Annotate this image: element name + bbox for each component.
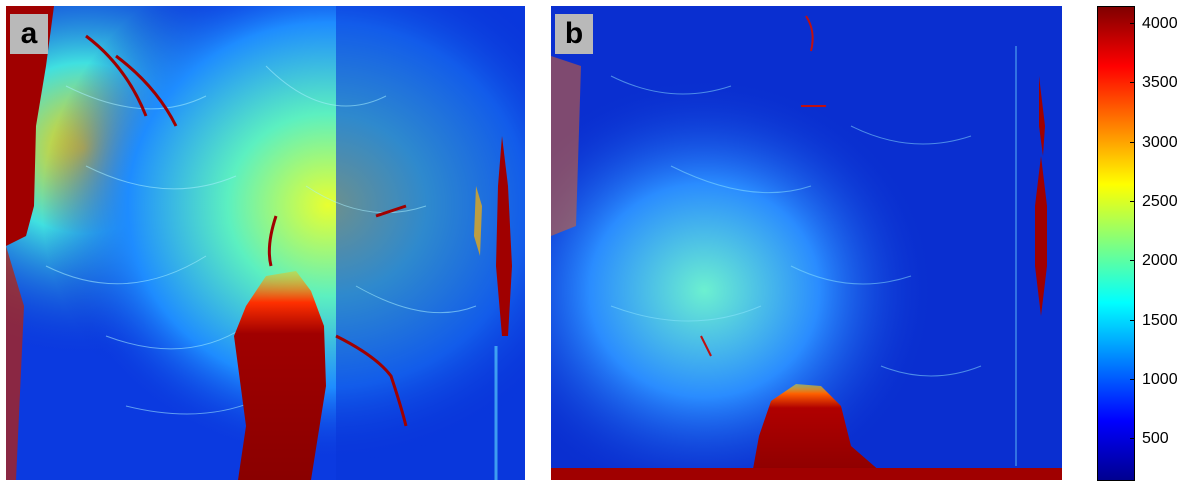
heatmap-image-b [551,6,1062,480]
colorbar-tick: 2500 [1130,192,1195,211]
colorbar-tick: 3000 [1130,133,1195,152]
colorbar-tick-mark [1130,438,1135,440]
colorbar-tick-mark [1130,141,1135,143]
colorbar-tick-mark [1130,200,1135,202]
colorbar-tick-mark [1130,22,1135,24]
colorbar-tick-label: 500 [1142,430,1169,448]
panel-label-a: a [10,14,48,54]
colorbar-tick-mark [1130,260,1135,262]
colorbar [1097,6,1135,481]
colorbar-tick: 1500 [1130,311,1195,330]
colorbar-tick-label: 2000 [1142,252,1178,270]
colorbar-tick: 4000 [1130,14,1195,33]
colorbar-tick: 500 [1130,430,1195,448]
colorbar-tick: 2000 [1130,252,1195,270]
colorbar-tick-label: 3500 [1142,74,1178,92]
colorbar-tick-label: 2500 [1142,192,1178,210]
colorbar-tick-mark [1130,319,1135,321]
panel-label-b: b [555,14,593,54]
colorbar-tick-label: 4000 [1142,14,1178,32]
colorbar-tick-label: 1500 [1142,311,1178,329]
colorbar-tick-mark [1130,379,1135,381]
colorbar-ticks: 4000 3500 3000 2500 2000 1500 1000 500 [1130,6,1195,481]
colorbar-tick-label: 3000 [1142,133,1178,151]
colorbar-tick: 3500 [1130,74,1195,92]
image-panel-b: b [551,6,1062,480]
heatmap-image-a [6,6,525,480]
colorbar-tick: 1000 [1130,371,1195,389]
image-panel-a: a [6,6,525,480]
colorbar-tick-label: 1000 [1142,371,1178,389]
colorbar-tick-mark [1130,82,1135,84]
